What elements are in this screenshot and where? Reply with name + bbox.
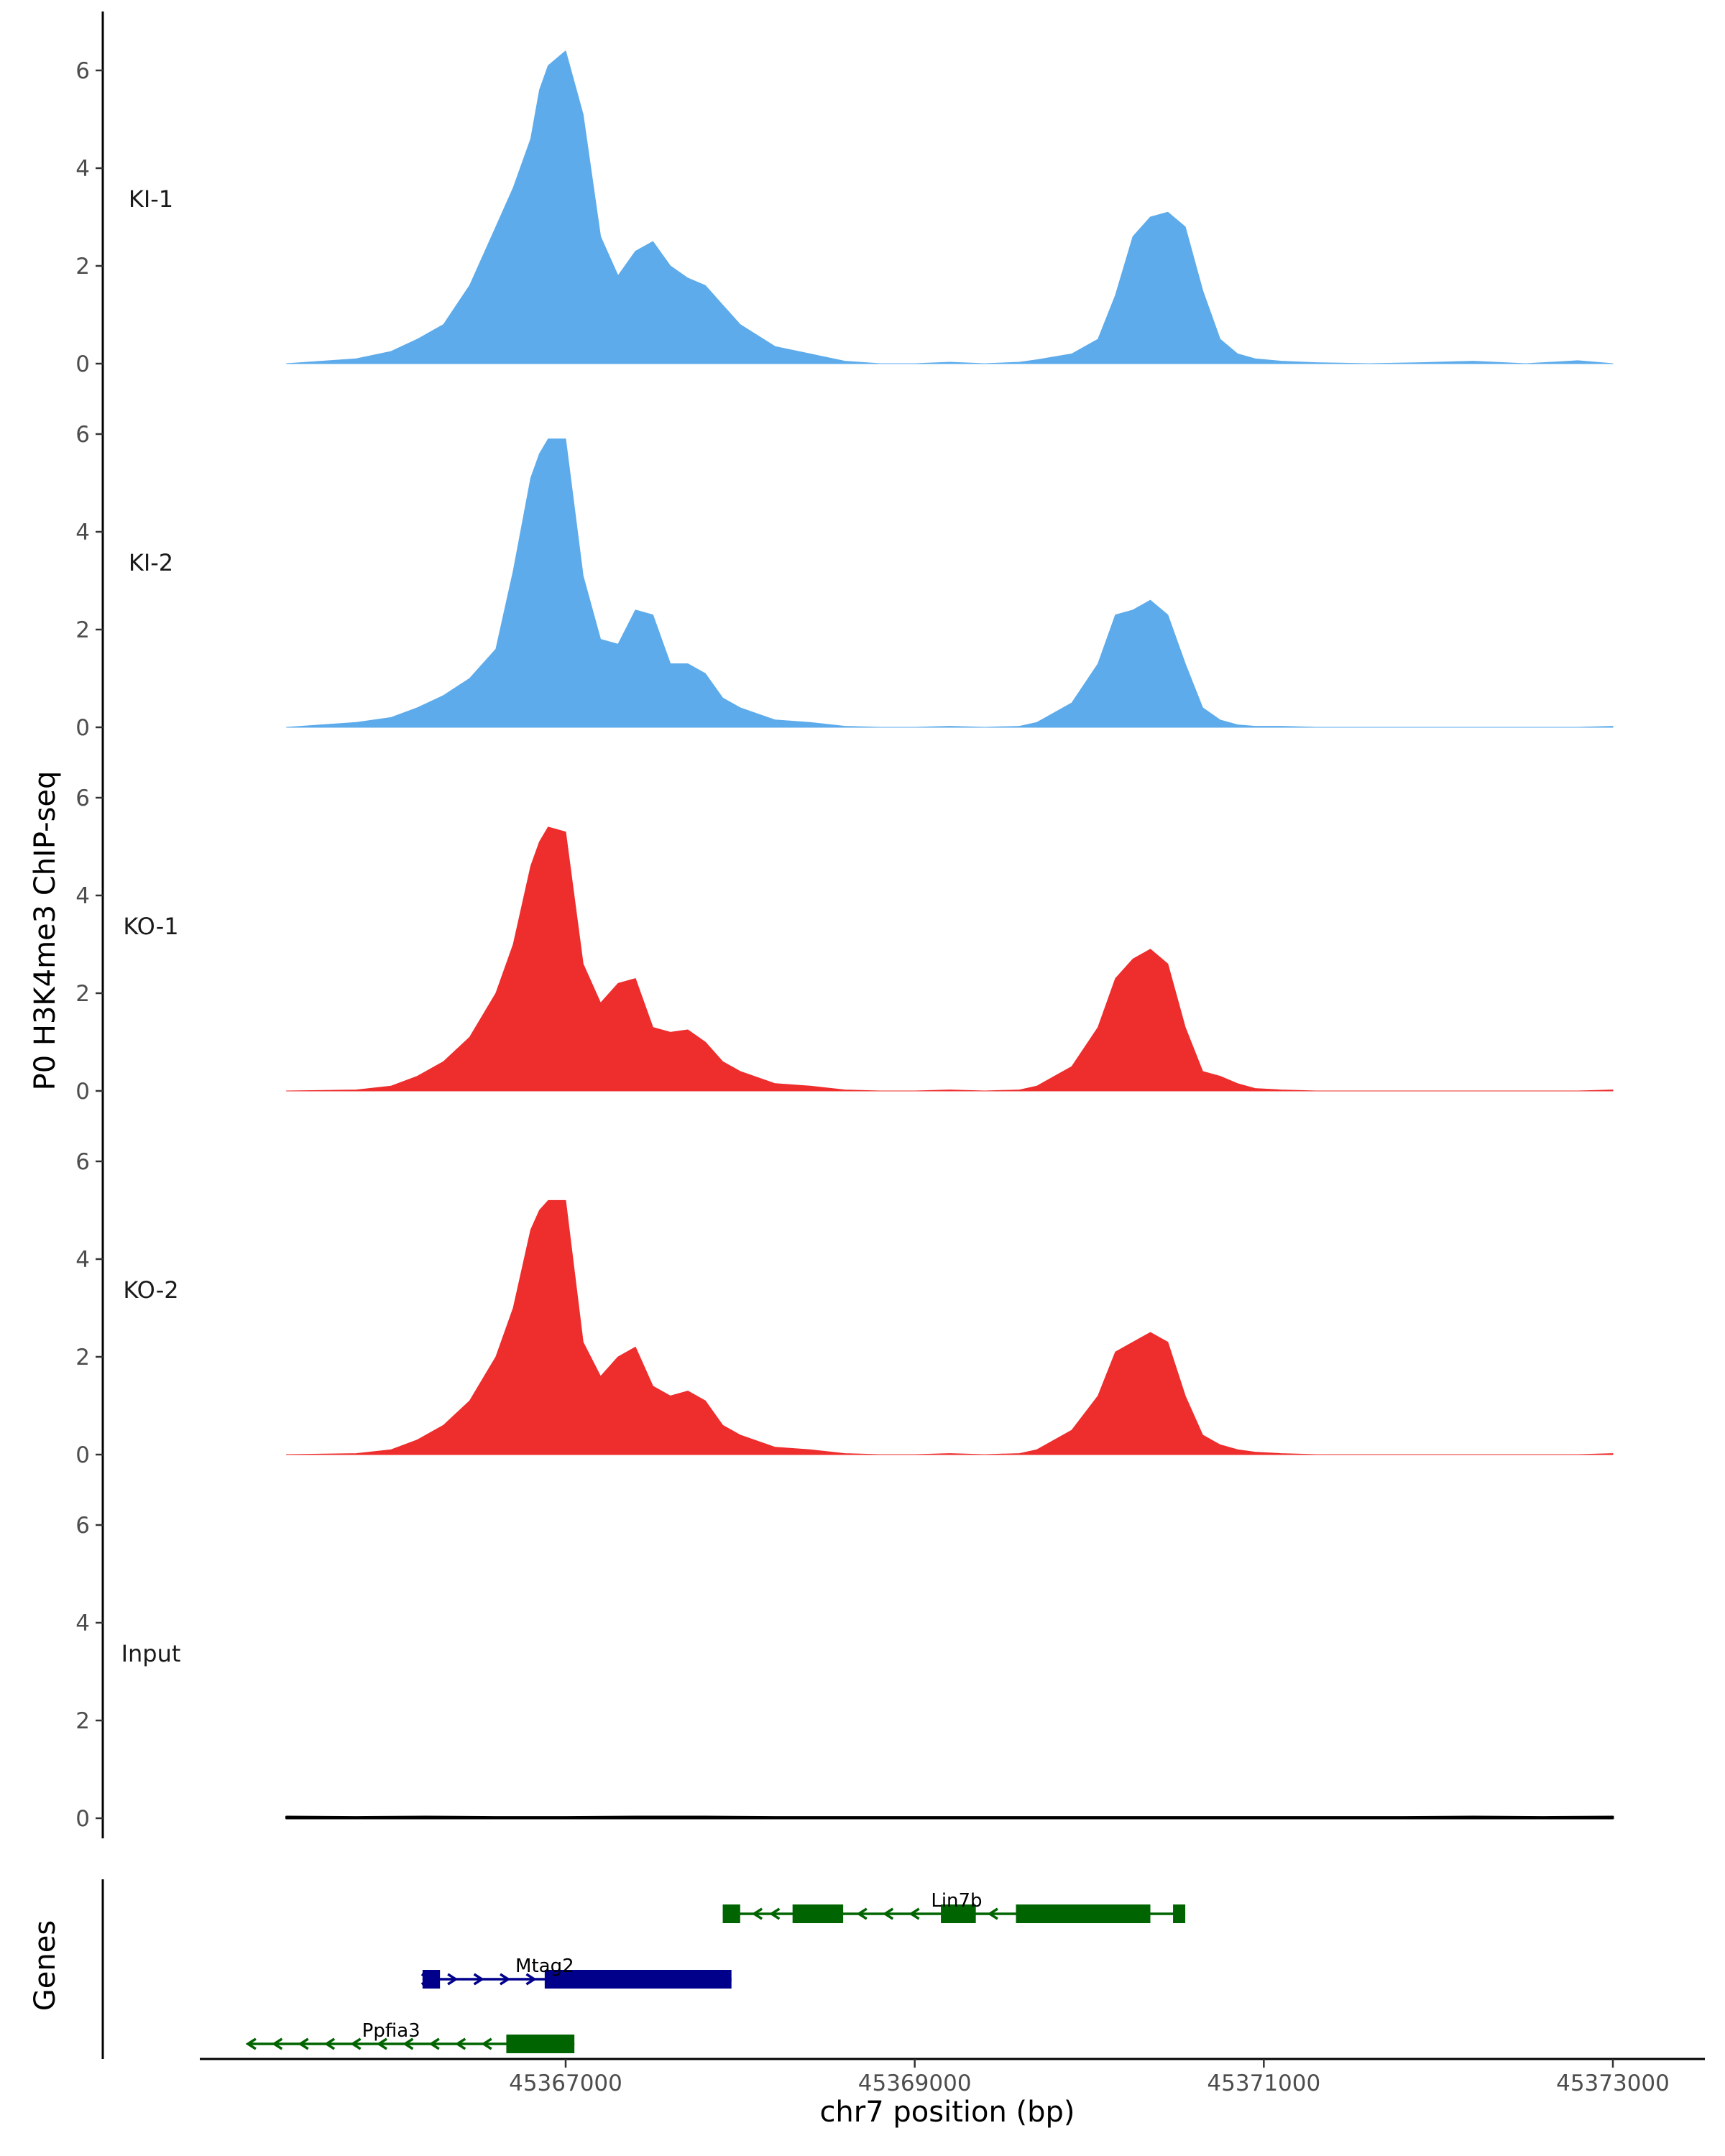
gene-label: Ppfia3 [362,2020,420,2042]
y-tick-label: 4 [75,883,90,909]
track-ki-2: 0 2 4 6 KI-2 [75,375,1614,747]
gene-exon [544,1970,732,1989]
y-tick-label: 0 [75,1442,90,1468]
strand-arrow-icon [298,2037,309,2050]
x-tick-label: 45367000 [509,2070,622,2096]
gene-exon [506,2035,575,2053]
gene-ppfia3: Ppfia3 [245,2020,575,2053]
y-tick-label: 6 [75,422,90,448]
strand-arrow-icon [402,2037,414,2050]
strand-arrow-icon [272,2037,283,2050]
strand-arrow-icon [455,2037,466,2050]
track-ko-2: 0 2 4 6 KO-2 [75,1102,1614,1475]
track-ki-1: 0 2 4 6 KI-1 [75,11,1614,384]
y-tick-label: 2 [75,1345,90,1370]
strand-arrow-icon [473,1973,484,1986]
signal-area [286,438,1614,728]
gene-exon [422,1970,441,1989]
gene-label: Mtag2 [515,1955,574,1977]
y-tick-label: 6 [75,786,90,811]
strand-arrow-icon [987,1907,998,1920]
signal-area [286,826,1614,1092]
strand-arrow-icon [481,2037,492,2050]
y-tick-label: 2 [75,254,90,280]
strand-arrow-icon [350,2037,362,2050]
x-tick-label: 45371000 [1207,2070,1320,2096]
gene-exon [1016,1904,1151,1923]
gene-exon [1173,1904,1186,1923]
y-tick-label: 2 [75,981,90,1007]
y-tick-label: 4 [75,520,90,545]
track-label: Input [121,1640,181,1667]
strand-arrow-icon [376,2037,387,2050]
gene-mtag2: Mtag2 [420,1955,732,1989]
x-axis-title: chr7 position (bp) [819,2096,1075,2129]
strand-arrow-icon [447,1973,459,1986]
x-axis: 45367000 45369000 45371000 45373000 [200,2058,1705,2096]
track-label: KI-1 [129,185,173,213]
strand-arrow-icon [323,2037,336,2050]
gene-exon [941,1904,976,1923]
signal-area [286,50,1614,364]
y-tick-label: 6 [75,58,90,84]
signal-area [285,1815,1614,1820]
strand-arrow-icon [428,2037,440,2050]
signal-area [286,1199,1614,1455]
x-tick-label: 45373000 [1556,2070,1670,2096]
track-label: KO-1 [123,913,178,940]
strand-arrow-icon [500,1973,511,1986]
track-label: KO-2 [123,1276,178,1304]
y-tick-label: 6 [75,1513,90,1539]
y-tick-label: 4 [75,1247,90,1273]
y-tick-label: 0 [75,715,90,741]
strand-arrow-icon [856,1907,868,1920]
y-tick-label: 6 [75,1149,90,1175]
gene-exon [792,1904,844,1923]
strand-arrow-icon [525,1973,537,1986]
track-input: 0 2 4 6 Input [75,1466,1614,1838]
gene-lin7b: Lin7b [722,1890,1186,1923]
strand-arrow-icon [245,2037,257,2050]
gene-label: Lin7b [931,1890,982,1912]
strand-arrow-icon [908,1907,920,1920]
strand-arrow-icon [769,1907,781,1920]
signal-tracks: 0 2 4 6 KI-1 0 2 4 6 KI-2 0 2 4 6 KO-1 0 2 4 6 KO-2 0 2 4 6 Inpu… [75,11,1614,1838]
gene-annotation-track: Lin7b Mtag2 Ppfia3 [101,1879,1186,2059]
track-ko-1: 0 2 4 6 KO-1 [75,739,1614,1111]
strand-arrow-icon [882,1907,894,1920]
y-tick-label: 0 [75,351,90,377]
y-axis-title: P0 H3K4me3 ChIP-seq [29,771,62,1091]
gene-exon [722,1904,740,1923]
y-tick-label: 2 [75,1708,90,1734]
genes-axis-title: Genes [29,1920,62,2011]
strand-arrow-icon [751,1907,763,1920]
y-tick-label: 0 [75,1079,90,1105]
track-label: KI-2 [129,549,173,576]
y-tick-label: 4 [75,156,90,182]
y-tick-label: 0 [75,1806,90,1832]
y-tick-label: 2 [75,617,90,643]
y-tick-label: 4 [75,1611,90,1636]
x-tick-label: 45369000 [858,2070,972,2096]
